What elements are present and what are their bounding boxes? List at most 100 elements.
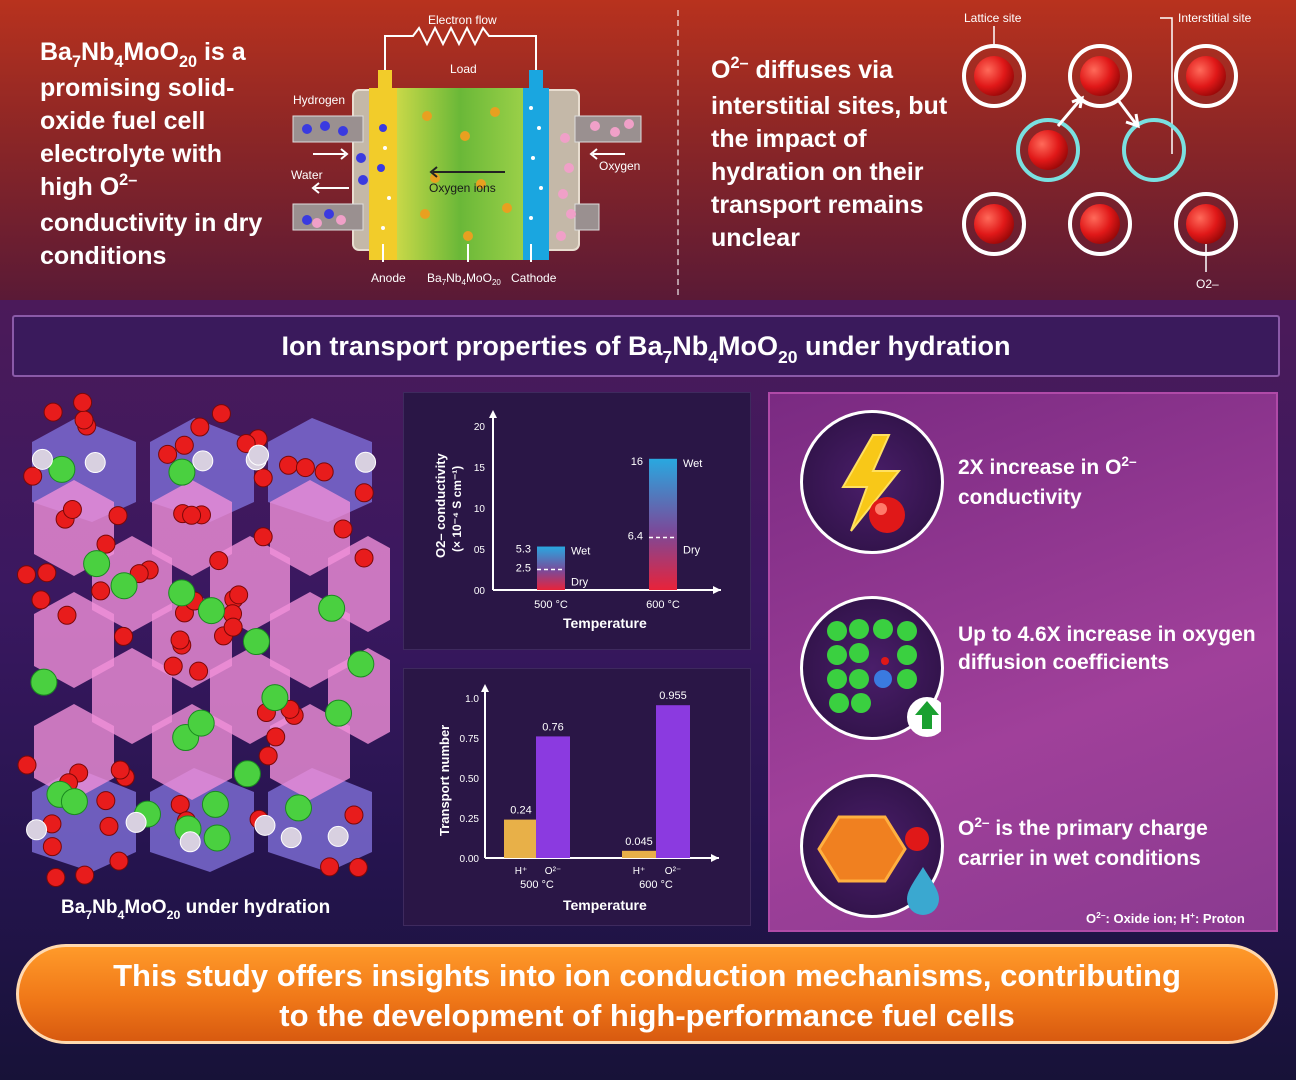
hydrogen-label: Hydrogen [293, 93, 345, 107]
chart2-o-value: 0.955 [659, 690, 687, 702]
oxygen-atom [170, 794, 190, 814]
polyhedron [270, 704, 350, 800]
oxygen-ions-label: Oxygen ions [429, 181, 496, 195]
polyhedron [270, 480, 350, 576]
barium-atom [318, 594, 346, 622]
oxygen-atom [23, 466, 43, 486]
metal-atom [125, 811, 147, 833]
conclusion-banner: This study offers insights into ion cond… [16, 944, 1278, 1044]
structure-label: Ba7Nb4MoO20 under hydration [61, 897, 331, 922]
lattice-diagram: Lattice site Interstitial site O2– [962, 11, 1252, 291]
oxygen-atom [99, 816, 119, 836]
barium-atom [233, 760, 261, 788]
fuel-cell-diagram: Electron flow Load Hydrogen Water Oxygen… [291, 13, 642, 287]
transport-chart-panel [403, 668, 751, 926]
chart2-x-tick: 600 °C [639, 879, 673, 891]
metal-atom [31, 448, 53, 470]
oxygen-atom [31, 590, 51, 610]
chart1-dry-value: 6.4 [628, 531, 643, 543]
chart2-bar-h [622, 850, 656, 858]
chart2-y-tick: 1.0 [465, 694, 479, 705]
chart1-y-tick: 15 [474, 463, 486, 474]
metal-atom [248, 444, 270, 466]
chart2-y-tick: 0.75 [460, 734, 480, 745]
chart1-y-tick: 20 [474, 422, 486, 433]
intro-text: Ba7Nb4MoO20 is a promising solid-oxide f… [40, 38, 263, 270]
cathode-label: Cathode [511, 271, 557, 285]
polyhedron [34, 592, 114, 688]
diffusion-lattice-icon [800, 596, 947, 740]
oxygen-atom [163, 656, 183, 676]
chart1-wet-value: 5.3 [516, 544, 531, 556]
oxygen-atom [189, 661, 209, 681]
oxygen-atom [62, 499, 82, 519]
lightning-icon [800, 410, 944, 554]
chart2-y-tick: 0.00 [460, 854, 480, 865]
polyhedron [92, 648, 172, 744]
conductivity-chart-panel [403, 392, 751, 650]
oxygen-atom [344, 805, 364, 825]
oxygen-atom [42, 837, 62, 857]
barium-atom [30, 668, 58, 696]
finding-conductivity: 2X increase in O2– conductivity [958, 453, 1137, 509]
chart2-x-tick: 500 °C [520, 879, 554, 891]
conclusion-line-2: to the development of high-performance f… [279, 998, 1015, 1033]
barium-atom [347, 650, 375, 678]
chart2-bar-h [504, 819, 538, 858]
oxygen-atom [108, 506, 128, 526]
barium-atom [203, 824, 231, 852]
oxygen-atom [114, 626, 134, 646]
oxygen-atom [37, 563, 57, 583]
barium-atom [187, 709, 215, 737]
polyhedron [34, 704, 114, 800]
chart1-ylabel-2: (× 10⁻⁴ S cm⁻¹) [450, 466, 464, 552]
metal-atom [26, 819, 48, 841]
diffusion-text: O2– diffuses via interstitial sites, but… [711, 54, 948, 252]
conductivity-chart: O2– conductivity (× 10⁻⁴ S cm⁻¹) Tempera… [433, 410, 721, 631]
metal-atom [84, 452, 106, 474]
chart2-y-tick: 0.50 [460, 774, 480, 785]
oxygen-atom [74, 410, 94, 430]
chart1-xlabel: Temperature [563, 615, 647, 631]
oxygen-atom [253, 468, 273, 488]
chart2-bar-label: H⁺ [633, 866, 646, 877]
oxygen-atom [253, 527, 273, 547]
chart2-bar-label: O²⁻ [545, 866, 561, 877]
oxygen-atom [223, 617, 243, 637]
chart1-bar-wet [537, 546, 565, 590]
chart1-x-tick: 600 °C [646, 599, 680, 611]
oxygen-atom [279, 455, 299, 475]
chart2-bar-label: O²⁻ [665, 866, 681, 877]
transport-chart: Transport number Temperature 0.00 0.25 0.5… [437, 684, 719, 913]
chart2-y-tick: 0.25 [460, 814, 480, 825]
metal-atom [179, 831, 201, 853]
electron-flow-label: Electron flow [428, 13, 497, 27]
interstitial-site-label: Interstitial site [1178, 11, 1252, 25]
chart1-dry-label: Dry [571, 577, 589, 589]
chart1-y-arrow [489, 410, 497, 418]
load-label: Load [450, 62, 477, 76]
metal-atom [280, 827, 302, 849]
oxygen-atom [110, 760, 130, 780]
oxygen-atom [229, 585, 249, 605]
section-banner: Ion transport properties of Ba7Nb4MoO20 … [12, 315, 1280, 377]
oxygen-atom [17, 755, 37, 775]
chart2-o-value: 0.76 [542, 721, 563, 733]
oxygen-atom [295, 458, 315, 478]
section-divider [677, 10, 679, 295]
oxygen-atom [258, 746, 278, 766]
chart1-dry-value: 2.5 [516, 563, 531, 575]
metal-atom [192, 450, 214, 472]
chart2-xlabel: Temperature [563, 897, 647, 913]
electrolyte-label: Ba7Nb4MoO20 [427, 271, 501, 287]
metal-atom [254, 814, 276, 836]
chart2-ylabel: Transport number [437, 725, 452, 836]
chart2-h-value: 0.24 [510, 805, 531, 817]
oxygen-atom [314, 462, 334, 482]
polyhedron [152, 480, 232, 576]
barium-atom [60, 788, 88, 816]
oxygen-atom [348, 858, 368, 878]
oxygen-atom [333, 519, 353, 539]
metal-atom [355, 451, 377, 473]
barium-atom [110, 572, 138, 600]
